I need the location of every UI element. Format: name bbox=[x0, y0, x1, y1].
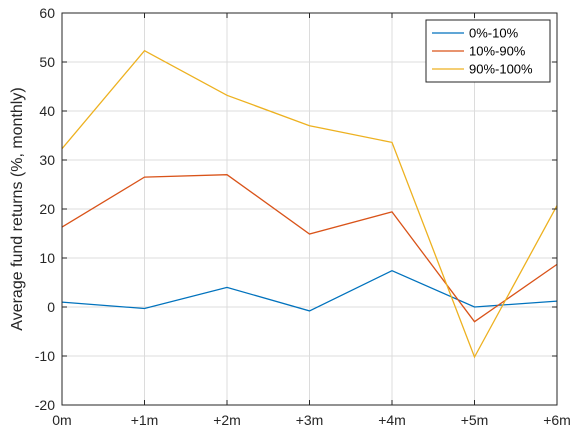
y-tick-label: -20 bbox=[35, 397, 55, 413]
series-line-3 bbox=[61, 49, 558, 359]
y-tick-label: 60 bbox=[39, 5, 55, 21]
x-tick-label: +1m bbox=[131, 412, 159, 428]
y-tick-label: 0 bbox=[47, 299, 55, 315]
y-tick-label: -10 bbox=[35, 348, 55, 364]
y-tick-label: 30 bbox=[39, 152, 55, 168]
y-tick-label: 20 bbox=[39, 201, 55, 217]
grid-layer bbox=[61, 12, 558, 406]
y-axis-title: Average fund returns (%, monthly) bbox=[9, 87, 26, 330]
y-tick-label: 50 bbox=[39, 54, 55, 70]
x-tick-label: +2m bbox=[213, 412, 241, 428]
legend-label: 0%-10% bbox=[469, 26, 519, 41]
legend: 0%-10% 10%-90% 90%-100% bbox=[425, 19, 551, 83]
series-line-2 bbox=[61, 174, 558, 323]
x-tick-label: +5m bbox=[461, 412, 489, 428]
y-tick-label: 40 bbox=[39, 103, 55, 119]
ticks-layer bbox=[61, 12, 558, 406]
x-tick-label: +4m bbox=[378, 412, 406, 428]
legend-label: 10%-90% bbox=[469, 44, 526, 59]
x-tick-label: 0m bbox=[52, 412, 71, 428]
y-tick-label: 10 bbox=[39, 250, 55, 266]
legend-label: 90%-100% bbox=[469, 62, 533, 77]
series-line-1 bbox=[61, 269, 558, 312]
x-tick-labels: 0m +1m +2m +3m +4m +5m +6m bbox=[52, 412, 571, 428]
series-layer bbox=[61, 49, 558, 359]
x-tick-label: +6m bbox=[543, 412, 571, 428]
y-tick-labels: -20 -10 0 10 20 30 40 50 60 bbox=[35, 5, 55, 413]
x-tick-label: +3m bbox=[296, 412, 324, 428]
